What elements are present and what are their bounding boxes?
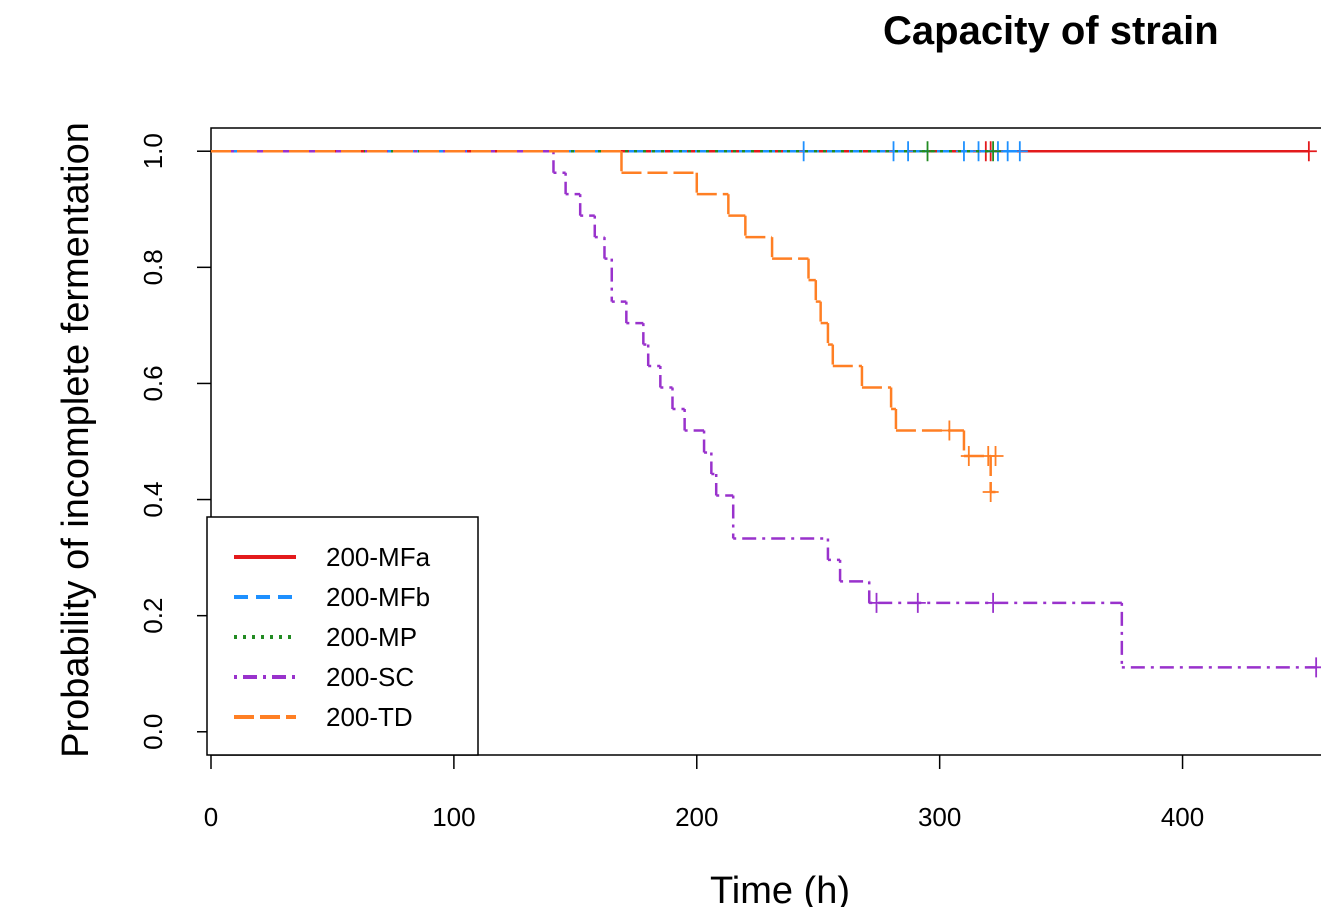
x-axis-label: Time (h) xyxy=(710,870,850,907)
y-axis-label: Probability of incomplete fermentation xyxy=(55,122,97,758)
censor-mark xyxy=(941,420,958,441)
chart-title: Capacity of strain xyxy=(883,9,1219,53)
censor-mark xyxy=(1308,657,1321,678)
y-tick-label: 0.0 xyxy=(138,714,168,750)
censor-mark xyxy=(1011,141,1028,162)
censor-mark xyxy=(982,482,999,503)
censor-mark xyxy=(1300,141,1317,162)
x-tick-label: 300 xyxy=(918,802,961,832)
censor-mark xyxy=(919,141,936,162)
y-tick-label: 0.8 xyxy=(138,249,168,285)
plot-frame xyxy=(210,127,1321,756)
censor-mark xyxy=(960,446,977,467)
legend-label: 200-SC xyxy=(326,662,414,692)
censor-mark xyxy=(987,446,1004,467)
y-tick-label: 0.6 xyxy=(138,365,168,401)
censor-mark xyxy=(985,592,1002,613)
y-tick-label: 0.4 xyxy=(138,481,168,517)
y-tick-label: 0.2 xyxy=(138,598,168,634)
legend-label: 200-MFb xyxy=(326,582,430,612)
plot-area xyxy=(211,141,1321,678)
legend-label: 200-MP xyxy=(326,622,417,652)
x-tick-label: 100 xyxy=(432,802,475,832)
censor-mark xyxy=(909,592,926,613)
legend-label: 200-TD xyxy=(326,702,413,732)
legend-label: 200-MFa xyxy=(326,542,431,572)
y-tick-label: 1.0 xyxy=(138,133,168,169)
x-tick-label: 0 xyxy=(204,802,218,832)
x-tick-label: 400 xyxy=(1161,802,1204,832)
x-tick-label: 200 xyxy=(675,802,718,832)
censor-mark xyxy=(868,592,885,613)
censor-mark xyxy=(985,141,1002,162)
